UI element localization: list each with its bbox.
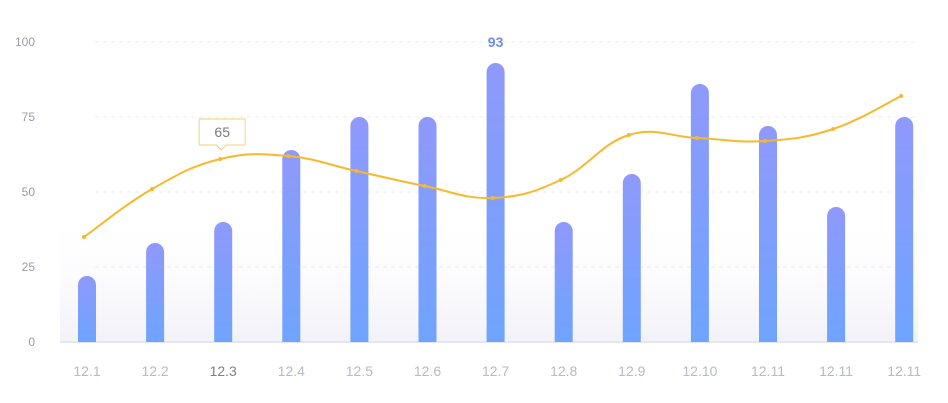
line-point [831, 127, 836, 131]
bar [486, 63, 505, 342]
tooltip-box [198, 118, 246, 151]
bar [214, 222, 233, 342]
line-point [490, 196, 495, 200]
bar [827, 207, 846, 342]
bar [350, 117, 369, 342]
x-tick-label: 12.6 [414, 363, 441, 379]
line-point [626, 133, 631, 137]
bar [690, 84, 709, 342]
line-point [150, 187, 155, 191]
bar [78, 276, 96, 342]
bar [146, 243, 165, 342]
x-axis-ticks: 12.1 12.2 12.3 12.4 12.5 12.6 12.7 12.8 12.9 12.1… [73, 363, 921, 379]
x-tick-label: 12.4 [278, 363, 305, 379]
bar [759, 126, 777, 342]
line-point [899, 94, 904, 98]
y-axis-ticks: 0 25 50 75 100 [15, 35, 35, 349]
bar [418, 117, 437, 342]
x-tick-label: 12.11 [751, 363, 785, 379]
line-point [763, 139, 767, 143]
tooltip-value: 65 [214, 124, 230, 140]
x-tick-label: 12.2 [141, 363, 168, 379]
bar [282, 150, 301, 342]
y-tick-label: 0 [28, 335, 35, 349]
bar [895, 117, 914, 342]
x-tick-label: 12.9 [618, 363, 645, 379]
line-series [82, 94, 904, 239]
bar [622, 174, 641, 342]
x-tick-label: 12.5 [346, 363, 373, 379]
x-tick-label: 12.11 [819, 363, 853, 379]
x-tick-label: 12.1 [73, 363, 100, 379]
x-tick-label: 12.3 [210, 363, 237, 379]
line-point [354, 169, 359, 173]
line-point [82, 235, 86, 239]
y-tick-label: 100 [15, 35, 35, 49]
x-tick-label: 12.11 [887, 363, 921, 379]
bar [554, 222, 573, 342]
annotations: 93 65 [198, 34, 504, 151]
x-tick-label: 12.10 [682, 363, 717, 379]
y-tick-label: 75 [22, 110, 36, 124]
y-tick-label: 50 [22, 185, 36, 199]
line-point [286, 154, 291, 158]
line-point [422, 184, 427, 188]
line-point [694, 136, 699, 140]
line-point [218, 157, 223, 161]
y-tick-label: 25 [22, 260, 36, 274]
bars [78, 63, 914, 342]
peak-value-label: 93 [488, 34, 504, 50]
x-tick-label: 12.8 [550, 363, 577, 379]
x-tick-label: 12.7 [482, 363, 509, 379]
line-point [558, 178, 563, 182]
